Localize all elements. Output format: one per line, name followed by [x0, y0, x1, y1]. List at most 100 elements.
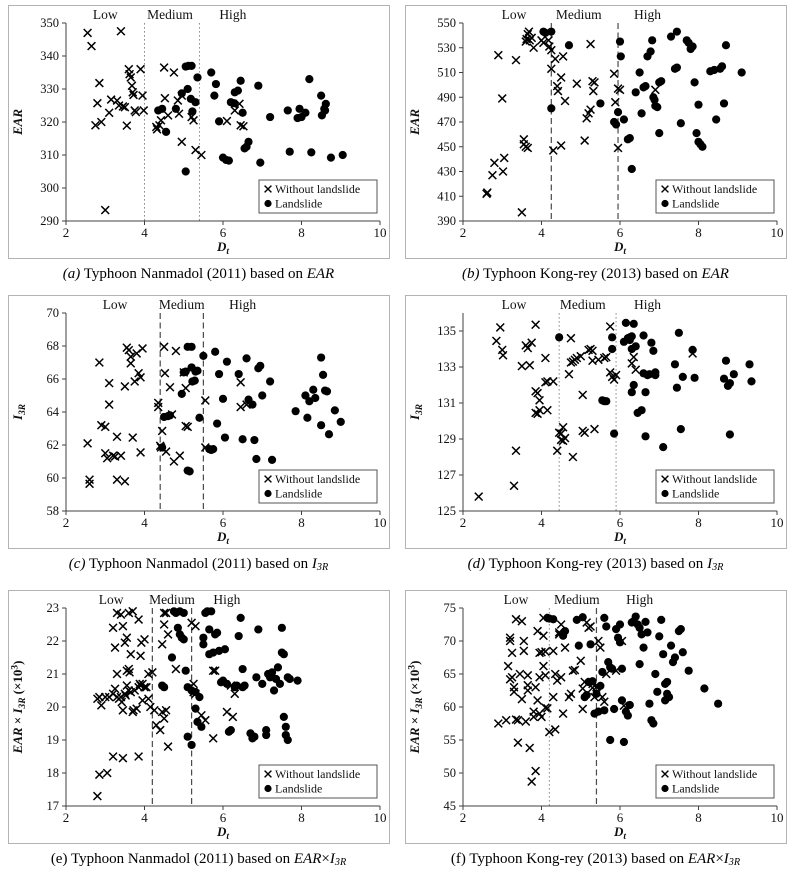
data-point-landslide	[190, 376, 199, 385]
data-point-landslide	[636, 109, 646, 118]
data-point-landslide	[294, 104, 304, 113]
data-point-landslide	[640, 617, 650, 626]
data-point-landslide	[615, 638, 624, 647]
data-point-landslide	[253, 81, 262, 90]
data-point-without-landslide	[526, 777, 536, 787]
data-point-without-landslide	[520, 717, 530, 726]
data-point-landslide	[249, 732, 258, 741]
data-point-landslide	[691, 129, 701, 138]
data-point-without-landslide	[143, 694, 153, 704]
data-point-without-landslide	[567, 452, 577, 462]
caption-segment: 3R	[316, 562, 329, 574]
caption-segment: EAR	[306, 266, 335, 282]
zone-label: Medium	[559, 297, 605, 312]
data-point-without-landslide	[100, 692, 110, 702]
panel-e: Low Medium High 17 18 19 20 21 22 23 2 4 6 8 10 Dt EAR ×…	[0, 585, 397, 880]
data-point-landslide	[625, 700, 634, 710]
zone-label: Low	[98, 592, 123, 607]
data-point-without-landslide	[593, 636, 603, 646]
data-point-landslide	[234, 369, 243, 379]
data-point-landslide	[222, 357, 231, 366]
data-point-landslide	[267, 455, 276, 464]
data-point-landslide	[316, 91, 325, 100]
y-tick-label: 490	[437, 90, 456, 104]
data-point-without-landslide	[104, 400, 114, 410]
x-tick-label: 4	[538, 225, 545, 240]
data-point-without-landslide	[605, 322, 615, 331]
data-point-landslide	[159, 683, 168, 692]
data-point-landslide	[179, 635, 188, 644]
data-point-landslide	[275, 679, 284, 688]
data-point-landslide	[595, 99, 604, 108]
y-tick-label: 70	[46, 306, 59, 320]
data-point-without-landslide	[505, 636, 515, 646]
legend-label: Landslide	[275, 487, 322, 501]
data-point-landslide	[229, 99, 238, 108]
data-point-without-landslide	[564, 369, 573, 379]
data-point-without-landslide	[180, 421, 190, 431]
data-point-without-landslide	[108, 752, 118, 761]
data-point-landslide	[587, 677, 597, 686]
data-point-landslide	[171, 104, 180, 113]
data-point-landslide	[222, 679, 231, 688]
data-point-landslide	[607, 344, 616, 354]
data-point-landslide	[564, 41, 573, 50]
y-tick-label: 129	[437, 432, 456, 446]
data-point-without-landslide	[530, 408, 540, 418]
data-point-without-landslide	[601, 352, 611, 362]
data-point-without-landslide	[532, 388, 542, 398]
zone-label: High	[229, 297, 256, 312]
data-point-without-landslide	[117, 621, 127, 631]
data-point-without-landslide	[208, 666, 218, 676]
data-point-without-landslide	[157, 639, 167, 649]
data-point-without-landslide	[509, 687, 518, 697]
caption-segment: (b)	[462, 266, 480, 282]
data-point-without-landslide	[589, 424, 599, 434]
caption-segment: 3R	[712, 562, 724, 574]
data-point-without-landslide	[139, 634, 149, 644]
data-point-landslide	[719, 374, 728, 383]
data-point-without-landslide	[200, 715, 210, 725]
data-point-landslide	[656, 77, 665, 86]
legend-marker-dot	[660, 199, 669, 208]
zone-label: High	[633, 7, 660, 22]
data-point-without-landslide	[163, 110, 172, 120]
data-point-landslide	[678, 372, 687, 381]
data-point-landslide	[190, 98, 200, 107]
data-point-without-landslide	[605, 367, 615, 377]
data-point-landslide	[187, 61, 196, 70]
x-tick-label: 10	[770, 225, 783, 240]
data-point-landslide	[688, 345, 697, 354]
x-axis-title: Dt	[216, 824, 229, 842]
data-point-landslide	[179, 608, 188, 618]
y-tick-label: 60	[46, 471, 59, 485]
data-point-without-landslide	[599, 697, 609, 707]
data-point-landslide	[285, 674, 294, 684]
data-point-without-landslide	[190, 621, 200, 631]
data-point-without-landslide	[544, 727, 554, 737]
data-point-landslide	[198, 640, 207, 649]
data-point-landslide	[226, 726, 235, 735]
y-tick-label: 75	[443, 601, 456, 615]
data-point-without-landslide	[121, 633, 131, 643]
data-point-landslide	[646, 338, 655, 347]
chart-frame: Low Medium High 45 50 55 60 65 70 75 2 4 6 8 10 Dt EAR ×…	[404, 590, 787, 844]
data-point-landslide	[674, 328, 683, 337]
y-tick-label: 58	[46, 504, 59, 518]
data-point-without-landslide	[588, 86, 598, 96]
data-point-landslide	[609, 429, 618, 438]
data-point-without-landslide	[528, 712, 538, 722]
data-point-landslide	[310, 393, 319, 403]
x-tick-label: 8	[298, 225, 305, 240]
data-point-without-landslide	[156, 115, 165, 125]
data-point-landslide	[725, 379, 734, 388]
data-point-without-landslide	[149, 705, 159, 715]
data-point-landslide	[181, 666, 190, 675]
data-point-without-landslide	[566, 358, 575, 367]
data-point-without-landslide	[536, 712, 546, 722]
data-point-landslide	[609, 704, 618, 714]
data-point-without-landslide	[137, 695, 147, 705]
data-point-without-landslide	[516, 694, 526, 704]
legend-marker-dot	[660, 784, 669, 793]
